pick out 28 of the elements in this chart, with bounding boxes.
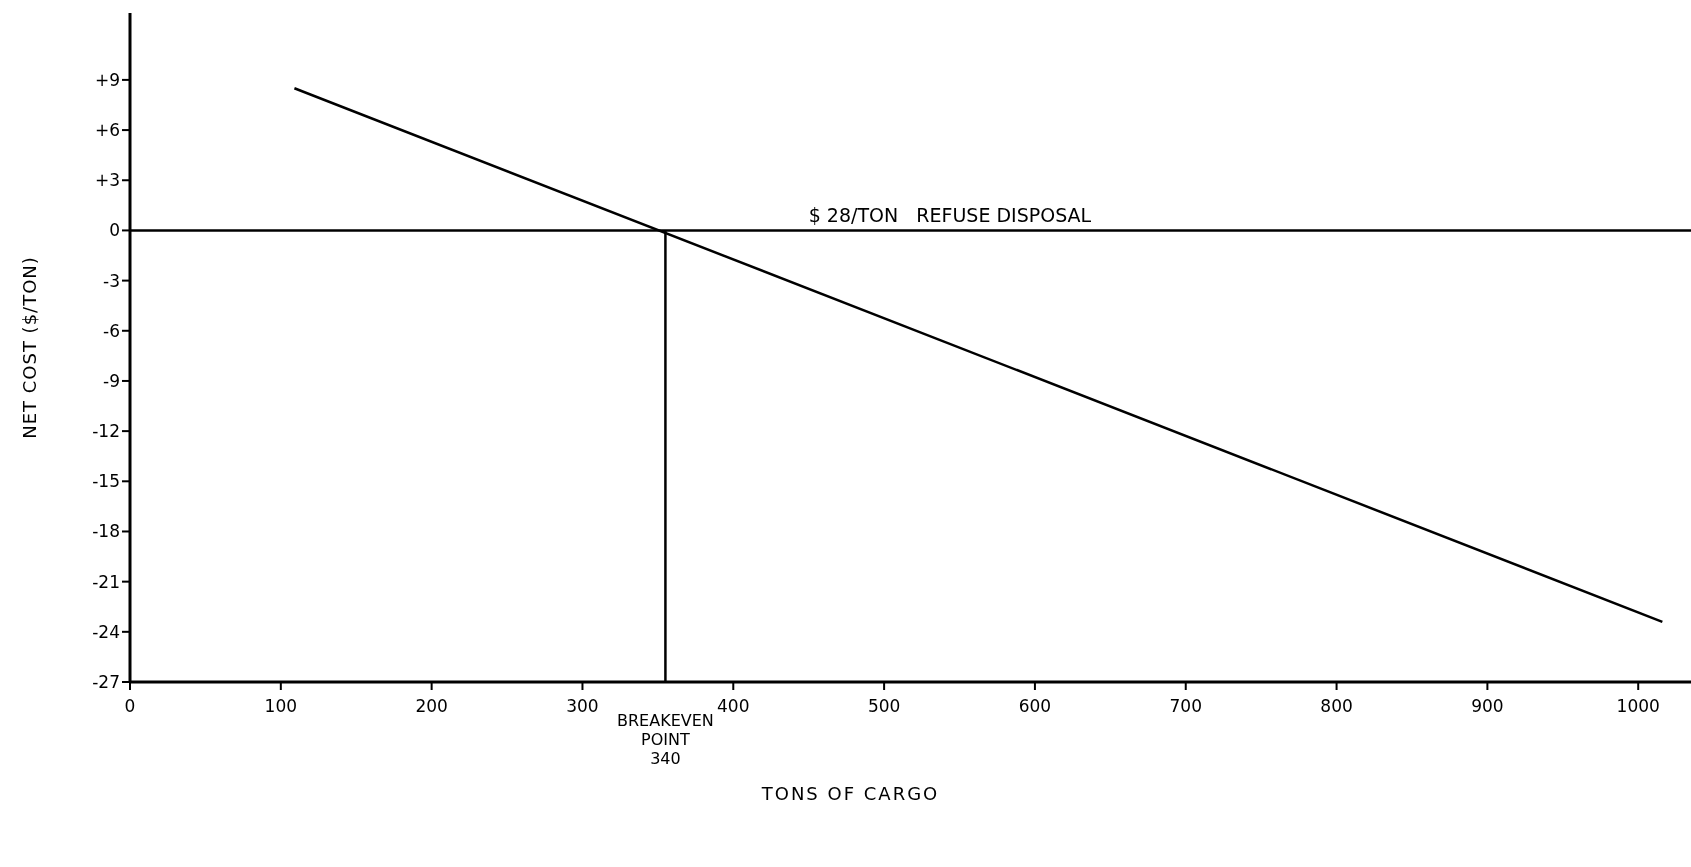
y-tick-label: -15 (92, 471, 120, 492)
x-tick-label: 0 (124, 696, 136, 716)
x-tick-label: 600 (1018, 696, 1052, 716)
y-axis-title: NET COST ($/TON) (19, 256, 40, 439)
x-tick-label: 800 (1320, 696, 1353, 716)
y-tick-label: +6 (94, 120, 120, 141)
y-tick-label: -3 (103, 270, 120, 291)
y-tick-label: +9 (94, 69, 120, 90)
x-tick-label: 100 (264, 696, 298, 716)
x-tick-label: 200 (415, 696, 448, 716)
x-tick-label: 300 (566, 696, 599, 716)
y-tick-label: -24 (92, 621, 120, 642)
x-tick-label: 500 (867, 696, 901, 716)
ref-line-label: $ 28/TON REFUSE DISPOSAL (808, 204, 1092, 227)
annotation: BREAKEVEN POINT 340 (617, 711, 714, 769)
x-tick-label: 400 (717, 696, 750, 716)
y-tick-label: +3 (94, 170, 120, 191)
x-tick-label: 900 (1471, 696, 1504, 716)
y-tick-label: -6 (103, 320, 120, 341)
y-tick-label: 0 (109, 220, 120, 241)
y-tick-label: -12 (92, 421, 120, 442)
y-tick-label: -27 (92, 671, 120, 692)
y-tick-label: -21 (92, 571, 120, 592)
x-tick-label: 1000 (1616, 696, 1660, 716)
x-tick-label: 700 (1169, 696, 1202, 716)
y-tick-label: -9 (103, 370, 120, 391)
y-tick-label: -18 (92, 521, 120, 542)
x-axis-title: TONS OF CARGO (760, 783, 940, 804)
